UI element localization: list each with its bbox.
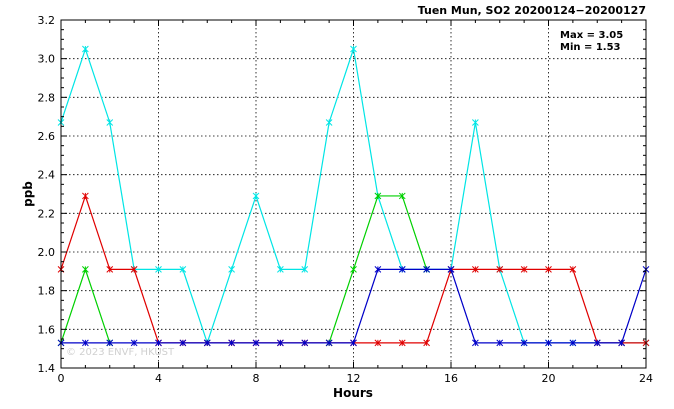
y-tick-label: 3.0 (38, 53, 56, 66)
y-tick-label: 2.4 (38, 169, 56, 182)
x-axis-title: Hours (333, 386, 373, 400)
data-point (301, 339, 309, 347)
data-point (179, 266, 187, 273)
x-tick-label: 4 (155, 372, 162, 385)
data-point (325, 339, 333, 347)
data-point (374, 192, 382, 200)
chart-title: Tuen Mun, SO2 20200124−20200127 (418, 4, 646, 17)
data-point (179, 339, 187, 347)
grid (61, 20, 646, 368)
data-point (130, 339, 138, 347)
data-point (203, 339, 211, 347)
data-point (106, 266, 114, 273)
data-point (472, 339, 479, 347)
data-point (520, 266, 528, 273)
data-point (423, 266, 430, 273)
data-point (569, 266, 577, 273)
watermark: © 2023 ENVF, HKUST (66, 347, 175, 358)
data-point (569, 339, 577, 347)
x-tick-label: 8 (253, 372, 260, 385)
y-tick-label: 1.6 (38, 323, 56, 336)
data-point (374, 266, 382, 273)
data-point (228, 266, 235, 273)
data-point (252, 339, 260, 347)
y-axis-title: ppb (21, 181, 35, 207)
data-point (82, 266, 89, 273)
data-point (447, 266, 455, 273)
data-point (277, 339, 284, 347)
max-label: Max = 3.05 (560, 30, 623, 41)
y-tick-label: 2.8 (38, 91, 56, 104)
data-point (545, 266, 552, 273)
data-point (593, 339, 601, 347)
data-point (423, 339, 430, 347)
x-tick-label: 20 (542, 372, 556, 385)
y-tick-label: 1.8 (38, 285, 56, 298)
data-point (82, 339, 89, 347)
data-point (130, 266, 138, 273)
y-tick-label: 1.4 (38, 362, 56, 375)
data-point (155, 339, 162, 347)
data-point (374, 339, 382, 347)
data-point (472, 266, 479, 273)
data-point (228, 339, 235, 347)
data-point (496, 266, 504, 273)
y-tick-label: 2.6 (38, 130, 56, 143)
series-group (57, 45, 650, 347)
data-point (398, 192, 406, 200)
y-tick-label: 3.2 (38, 14, 56, 27)
data-point (618, 339, 625, 347)
data-point (325, 119, 333, 126)
data-point (496, 339, 504, 347)
data-point (82, 45, 89, 53)
x-tick-label: 16 (444, 372, 458, 385)
data-point (398, 266, 406, 273)
data-point (472, 119, 479, 126)
data-point (252, 192, 260, 200)
data-point (301, 266, 309, 273)
series-line (60, 267, 111, 344)
tick-group: 0 4 8 12 16 20 24 1.4 1.6 1.8 2.0 2.2 2.4 2.6 2.8 3.0 3.… (38, 14, 654, 385)
y-tick-label: 2.2 (38, 207, 56, 220)
data-point (350, 266, 357, 273)
data-point (277, 266, 284, 273)
x-tick-label: 12 (347, 372, 361, 385)
data-point (106, 339, 114, 347)
y-tick-label: 2.0 (38, 246, 56, 259)
series-4 (57, 266, 650, 347)
data-point (350, 45, 357, 53)
x-tick-label: 0 (58, 372, 65, 385)
data-point (545, 339, 552, 347)
min-label: Min = 1.53 (560, 42, 621, 53)
x-tick-label: 24 (639, 372, 653, 385)
data-point (82, 192, 89, 200)
data-point (106, 119, 114, 126)
data-point (520, 339, 528, 347)
data-point (350, 339, 357, 347)
data-point (398, 339, 406, 347)
data-point (155, 266, 162, 273)
